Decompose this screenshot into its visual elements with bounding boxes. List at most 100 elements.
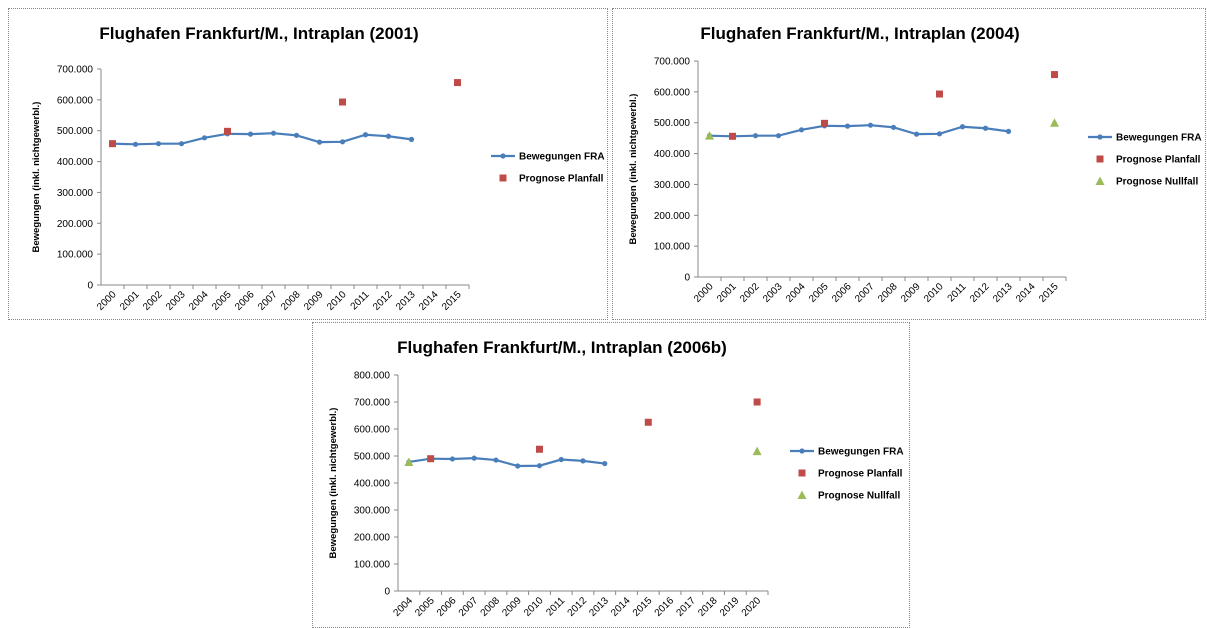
x-tick-label: 2017 <box>674 595 698 619</box>
series-line <box>112 132 412 146</box>
legend-label: Bewegungen FRA <box>818 447 904 458</box>
y-tick-label: 100.000 <box>654 242 691 253</box>
x-tick-label: 2000 <box>692 281 716 305</box>
y-tick-label: 200.000 <box>654 211 691 222</box>
x-tick-label: 2013 <box>587 595 611 619</box>
data-point <box>515 463 521 469</box>
x-tick-label: 2015 <box>1037 281 1061 305</box>
y-axis-label: Bewegungen (inkl. nichtgewerbl.) <box>628 94 639 245</box>
data-point <box>109 140 116 148</box>
y-tick-label: 300.000 <box>57 188 94 199</box>
x-tick-label: 2009 <box>500 595 524 619</box>
chart-title: Flughafen Frankfurt/M., Intraplan (2001) <box>99 24 418 43</box>
data-point <box>362 132 369 138</box>
data-point <box>1005 128 1012 134</box>
y-tick-label: 500.000 <box>57 126 94 137</box>
data-point <box>890 124 897 130</box>
x-tick-label: 2011 <box>349 289 372 312</box>
x-tick-label: 2007 <box>256 289 280 313</box>
x-tick-label: 2007 <box>853 281 877 305</box>
x-tick-label: 2012 <box>968 281 992 305</box>
chart-panel: Flughafen Frankfurt/M., Intraplan (2004)… <box>612 8 1206 320</box>
data-point <box>293 132 300 138</box>
legend-marker <box>797 490 807 499</box>
data-point <box>408 136 415 142</box>
y-tick-label: 600.000 <box>654 87 691 98</box>
y-tick-label: 300.000 <box>654 180 691 191</box>
data-point <box>427 455 435 463</box>
legend-marker <box>1097 134 1103 140</box>
x-tick-label: 2018 <box>696 595 720 619</box>
x-tick-label: 2010 <box>325 289 349 313</box>
data-point <box>449 456 456 462</box>
x-tick-label: 2019 <box>718 595 742 619</box>
legend-item: Prognose Planfall <box>798 469 903 480</box>
x-tick-label: 2007 <box>457 595 481 619</box>
legend-marker <box>799 448 805 454</box>
x-tick-label: 2008 <box>279 289 303 313</box>
x-tick-label: 2004 <box>784 281 808 305</box>
y-tick-label: 0 <box>384 587 390 598</box>
x-tick-label: 2014 <box>609 595 633 619</box>
series-line <box>709 124 1009 138</box>
series-line <box>408 457 605 468</box>
data-point <box>752 133 759 139</box>
y-tick-label: 100.000 <box>57 250 94 261</box>
data-point <box>339 98 346 106</box>
data-point <box>493 457 499 463</box>
y-tick-label: 400.000 <box>354 479 391 490</box>
data-point <box>316 139 323 145</box>
y-axis-label: Bewegungen (inkl. nichtgewerbl.) <box>328 408 339 559</box>
y-tick-label: 300.000 <box>354 506 391 517</box>
y-tick-label: 500.000 <box>354 452 391 463</box>
data-point <box>1051 71 1058 79</box>
data-point <box>705 131 714 140</box>
x-tick-label: 2009 <box>302 289 326 313</box>
x-tick-label: 2006 <box>435 595 459 619</box>
x-tick-label: 2013 <box>991 281 1015 305</box>
data-point <box>558 456 564 463</box>
legend-label: Prognose Planfall <box>818 469 903 480</box>
data-point <box>247 131 254 137</box>
x-tick-label: 2009 <box>899 281 923 305</box>
x-tick-label: 2005 <box>210 289 234 313</box>
chart-title: Flughafen Frankfurt/M., Intraplan (2004) <box>700 24 1019 43</box>
legend-label: Prognose Planfall <box>1116 155 1201 166</box>
x-tick-label: 2011 <box>946 281 969 304</box>
data-point <box>385 133 392 139</box>
x-tick-label: 2012 <box>371 289 395 313</box>
chart: Flughafen Frankfurt/M., Intraplan (2004)… <box>628 24 1202 305</box>
y-tick-label: 100.000 <box>354 560 391 571</box>
y-tick-label: 200.000 <box>354 533 391 544</box>
data-point <box>982 125 989 131</box>
x-tick-label: 2002 <box>141 289 165 313</box>
data-point <box>178 141 185 147</box>
data-point <box>752 446 762 456</box>
x-tick-label: 2005 <box>807 281 831 305</box>
y-tick-label: 600.000 <box>354 425 391 436</box>
data-point <box>913 131 920 137</box>
data-point <box>867 122 874 128</box>
legend-marker <box>500 153 506 159</box>
legend-label: Prognose Planfall <box>519 174 604 185</box>
x-tick-label: 2014 <box>417 289 441 313</box>
y-tick-label: 200.000 <box>57 219 94 230</box>
data-point <box>580 458 586 464</box>
x-tick-label: 2006 <box>233 289 257 313</box>
data-point <box>936 131 943 137</box>
legend-item: Prognose Planfall <box>1096 155 1201 166</box>
chart-panel: Flughafen Frankfurt/M., Intraplan (2006b… <box>312 322 910 628</box>
data-point <box>201 135 208 141</box>
data-point <box>644 418 652 426</box>
data-point <box>821 119 828 127</box>
y-tick-label: 700.000 <box>354 398 391 409</box>
data-point <box>536 463 543 469</box>
data-point <box>339 139 346 145</box>
data-point <box>775 133 782 139</box>
data-point <box>404 457 414 466</box>
data-point <box>844 123 851 129</box>
x-tick-label: 2016 <box>653 595 677 619</box>
data-point <box>270 130 277 136</box>
legend-label: Prognose Nullfall <box>818 491 900 502</box>
y-tick-label: 700.000 <box>57 65 94 76</box>
